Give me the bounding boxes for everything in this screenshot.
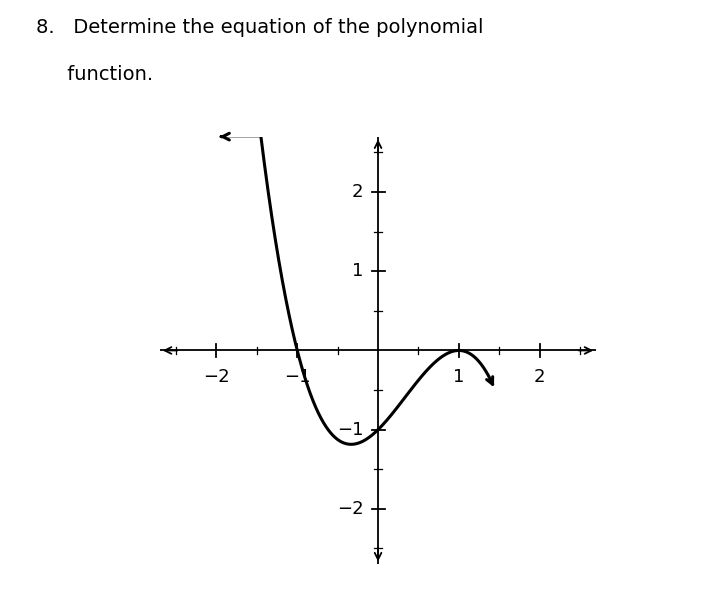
Text: 8.   Determine the equation of the polynomial: 8. Determine the equation of the polynom… [36,18,484,37]
Text: function.: function. [36,65,153,84]
Text: 1: 1 [352,263,364,280]
Text: −2: −2 [337,500,364,518]
Text: 2: 2 [352,183,364,201]
Text: −2: −2 [203,368,230,386]
Text: 2: 2 [534,368,545,386]
Text: −1: −1 [337,421,364,438]
Text: 1: 1 [453,368,465,386]
Text: −1: −1 [284,368,310,386]
